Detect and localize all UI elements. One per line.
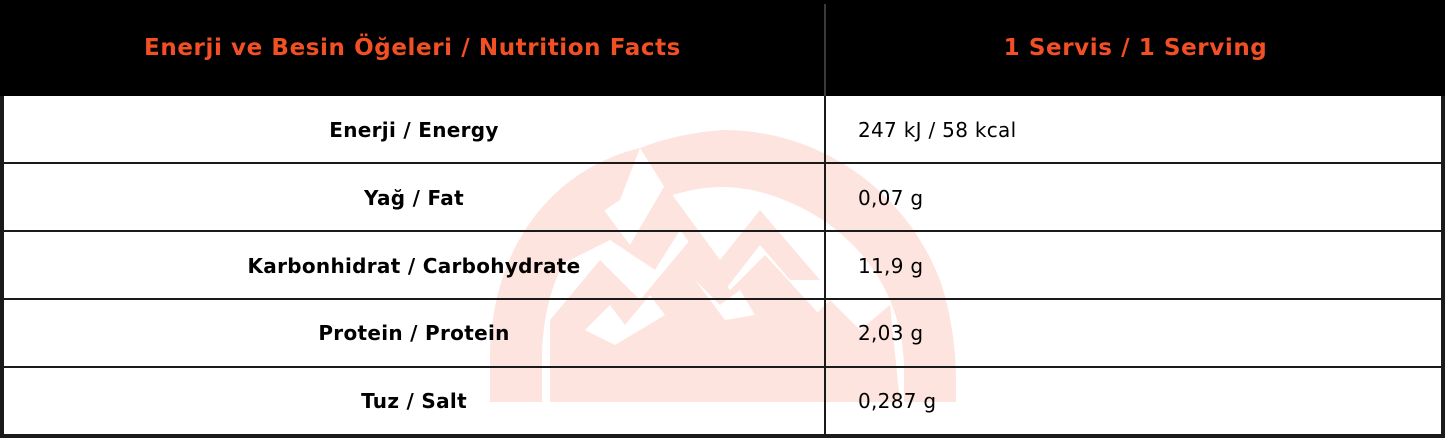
row-value: 2,03 g	[858, 321, 924, 345]
table-row: Tuz / Salt 0,287 g	[4, 367, 1441, 435]
row-divider	[4, 230, 1441, 232]
table-header: Enerji ve Besin Öğeleri / Nutrition Fact…	[0, 0, 1445, 96]
row-value: 0,07 g	[858, 186, 924, 210]
table-row: Enerji / Energy 247 kJ / 58 kcal	[4, 96, 1441, 164]
table-body	[0, 96, 1445, 438]
row-label: Tuz / Salt	[361, 389, 467, 413]
header-divider	[824, 4, 826, 96]
table-row: Karbonhidrat / Carbohydrate 11,9 g	[4, 232, 1441, 300]
row-value: 0,287 g	[858, 389, 937, 413]
row-label: Protein / Protein	[318, 321, 510, 345]
row-divider	[4, 366, 1441, 368]
row-label: Yağ / Fat	[364, 186, 464, 210]
header-label-column: Enerji ve Besin Öğeleri / Nutrition Fact…	[144, 35, 681, 61]
row-value: 11,9 g	[858, 254, 924, 278]
row-value: 247 kJ / 58 kcal	[858, 118, 1017, 142]
column-divider	[824, 96, 826, 434]
table-row: Protein / Protein 2,03 g	[4, 299, 1441, 367]
row-label: Karbonhidrat / Carbohydrate	[247, 254, 581, 278]
row-label: Enerji / Energy	[329, 118, 499, 142]
header-value-column: 1 Servis / 1 Serving	[1003, 35, 1268, 61]
row-divider	[4, 298, 1441, 300]
table-row: Yağ / Fat 0,07 g	[4, 164, 1441, 232]
row-divider	[4, 162, 1441, 164]
